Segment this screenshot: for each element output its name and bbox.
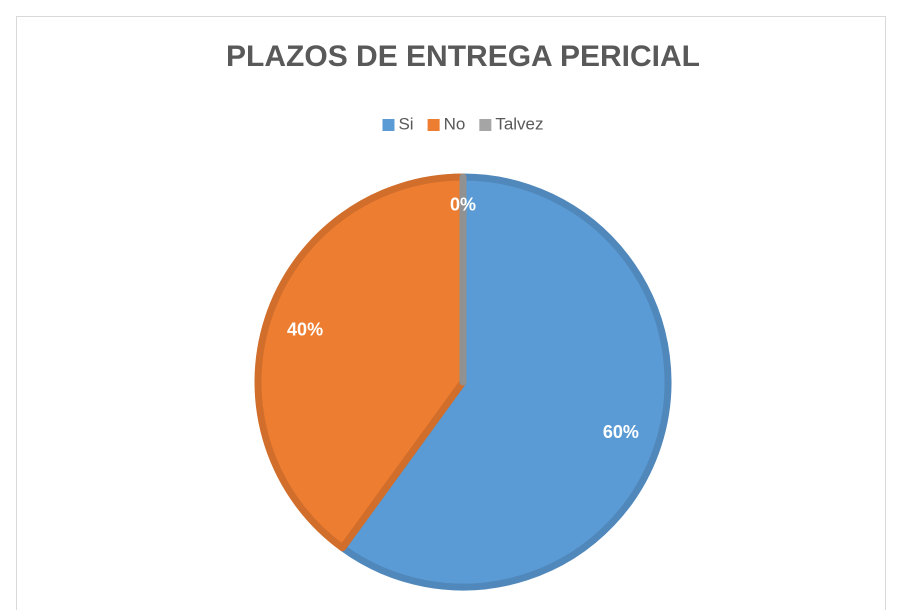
- legend-label: Talvez: [495, 114, 543, 133]
- data-label: 60%: [603, 422, 639, 442]
- chart-title: PLAZOS DE ENTREGA PERICIAL: [226, 40, 700, 73]
- legend-swatch: [479, 119, 492, 131]
- legend-swatch: [382, 119, 395, 131]
- data-label: 40%: [287, 319, 323, 339]
- legend-label: No: [444, 114, 466, 133]
- data-label: 0%: [450, 194, 476, 214]
- legend-label: Si: [398, 114, 413, 133]
- legend-swatch: [427, 119, 440, 131]
- pie-slice: [339, 173, 672, 591]
- pie-slice: [254, 173, 467, 552]
